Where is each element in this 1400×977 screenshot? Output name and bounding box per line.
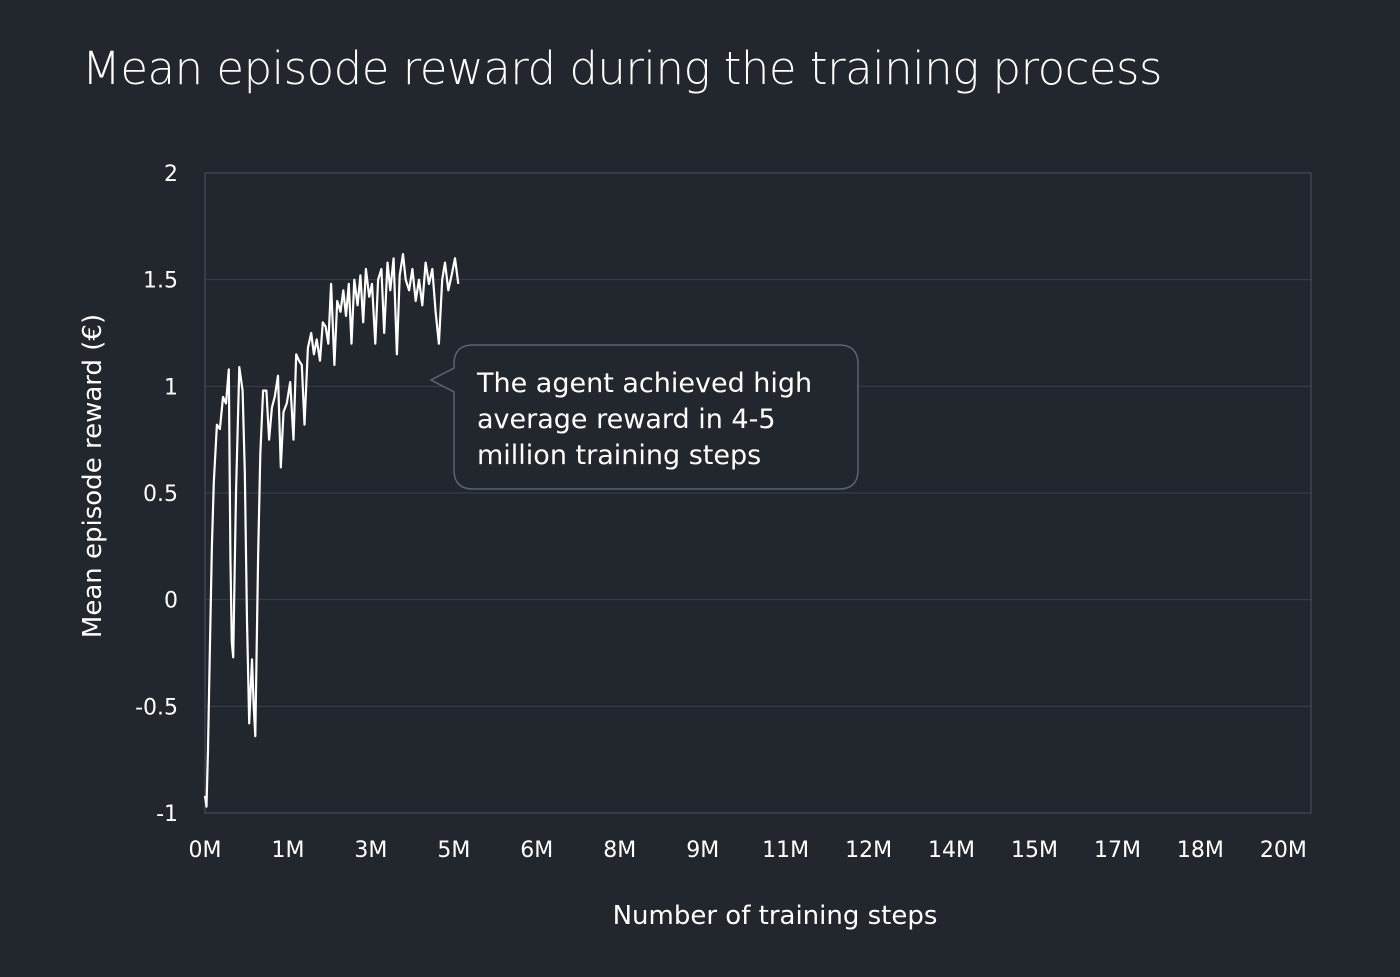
x-axis-tick-labels: 0M 1M 3M 5M 6M 8M 9M 11M 12M 14M 15M 17M 18M 20M [189,838,1307,863]
x-tick-label: 8M [603,838,636,863]
x-tick-label: 17M [1094,838,1141,863]
callout-line-3: million training steps [477,440,761,471]
x-tick-label: 3M [354,838,387,863]
x-tick-label: 14M [928,838,975,863]
y-tick-label: -1 [156,802,178,827]
y-tick-label: -0.5 [135,695,178,720]
x-tick-label: 6M [520,838,553,863]
y-axis-title: Mean episode reward (€) [78,314,108,638]
x-tick-label: 5M [437,838,470,863]
plot-area-border [204,172,1312,814]
x-tick-label: 1M [271,838,304,863]
chart-title: Mean episode reward during the training … [82,42,1162,95]
x-tick-label: 18M [1177,838,1224,863]
x-tick-label: 12M [845,838,892,863]
y-tick-label: 0.5 [143,482,178,507]
series-group [203,253,460,808]
callout-line-1: The agent achieved high [476,368,812,399]
callout-box [429,344,859,490]
gridlines [205,172,1311,814]
y-axis-tick-labels: 2 1.5 1 0.5 0 -0.5 -1 [135,162,178,827]
x-tick-label: 15M [1011,838,1058,863]
x-tick-label: 20M [1260,838,1307,863]
x-tick-label: 0M [189,838,222,863]
y-tick-label: 0 [164,589,178,614]
y-tick-label: 1.5 [143,269,178,294]
series-line [203,253,460,808]
y-tick-label: 2 [164,162,178,187]
callout-line-2: average reward in 4-5 [477,404,776,435]
x-axis-title: Number of training steps [613,901,938,931]
y-tick-label: 1 [164,375,178,400]
x-tick-label: 9M [686,838,719,863]
annotation-callout: The agent achieved high average reward i… [429,344,859,490]
x-tick-label: 11M [762,838,809,863]
